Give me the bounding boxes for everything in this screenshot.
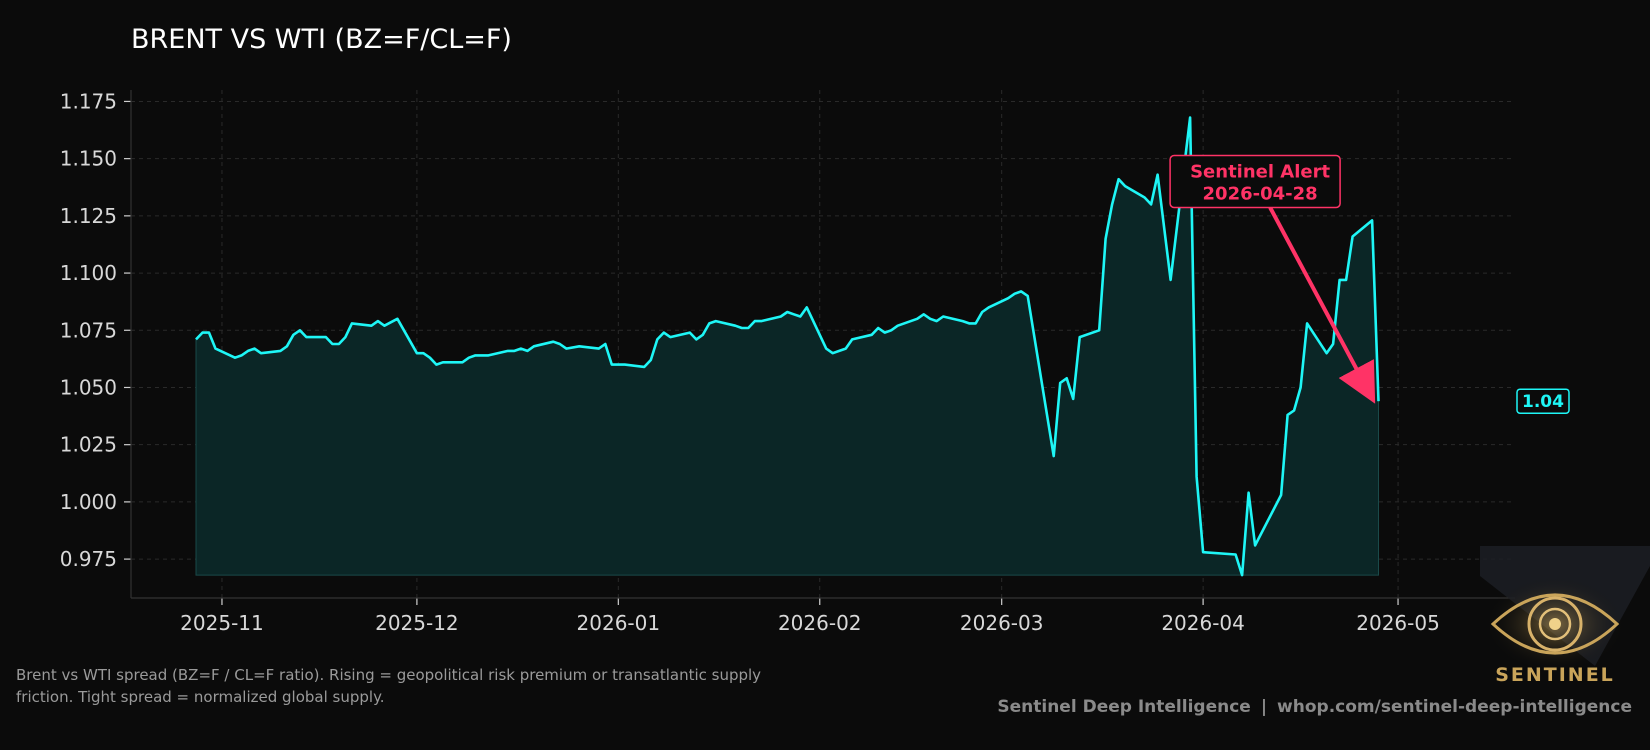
y-tick-label: 1.025 [60, 433, 117, 457]
x-tick-label: 2026-04 [1161, 611, 1245, 635]
sentinel-alert-annotation: Sentinel Alert 2026-04-28 [1169, 154, 1376, 404]
y-tick-label: 1.050 [60, 375, 117, 399]
x-tick-label: 2026-02 [778, 611, 862, 635]
tick-labels: 0.975 1.000 1.025 1.050 1.075 1.100 1.125 1.150… [60, 89, 1440, 635]
x-tick-label: 2025-12 [375, 611, 459, 635]
last-value-badge-text: 1.04 [1522, 392, 1564, 412]
y-tick-label: 1.150 [60, 147, 117, 171]
y-tick-label: 1.000 [60, 490, 117, 514]
y-tick-label: 0.975 [60, 547, 117, 571]
chart-caption: Brent vs WTI spread (BZ=F / CL=F ratio).… [16, 664, 836, 708]
y-tick-label: 1.175 [60, 89, 117, 113]
logo-text: SENTINEL [1495, 664, 1615, 686]
footer-brand: Sentinel Deep Intelligence [997, 697, 1251, 717]
annotation-date: 2026-04-28 [1203, 184, 1318, 205]
x-tick-label: 2026-05 [1356, 611, 1440, 635]
footer-separator: | [1260, 697, 1268, 717]
sentinel-logo: SENTINEL [1475, 546, 1650, 691]
series-line-path [195, 116, 1380, 577]
x-tick-label: 2026-01 [577, 611, 661, 635]
chart-axes [124, 90, 1515, 605]
series-line [195, 116, 1380, 577]
annotation-arrow [1268, 206, 1376, 404]
y-tick-label: 1.100 [60, 261, 117, 285]
footer-credit: Sentinel Deep Intelligence | whop.com/sent… [997, 697, 1632, 717]
caption-line-1: Brent vs WTI spread (BZ=F / CL=F ratio).… [16, 666, 762, 684]
x-tick-label: 2026-03 [960, 611, 1044, 635]
caption-line-2: friction. Tight spread = normalized glob… [16, 688, 385, 706]
eye-icon: SENTINEL [1480, 546, 1650, 686]
annotation-title: Sentinel Alert [1190, 162, 1330, 183]
x-tick-label: 2025-11 [180, 611, 264, 635]
last-value-badge: 1.04 [1516, 388, 1570, 414]
y-tick-label: 1.075 [60, 318, 117, 342]
y-tick-label: 1.125 [60, 204, 117, 228]
chart-title: BRENT VS WTI (BZ=F/CL=F) [131, 24, 512, 55]
last-value-badge-box [1516, 388, 1570, 414]
annotation-box [1169, 154, 1341, 209]
footer-url: whop.com/sentinel-deep-intelligence [1277, 697, 1632, 717]
